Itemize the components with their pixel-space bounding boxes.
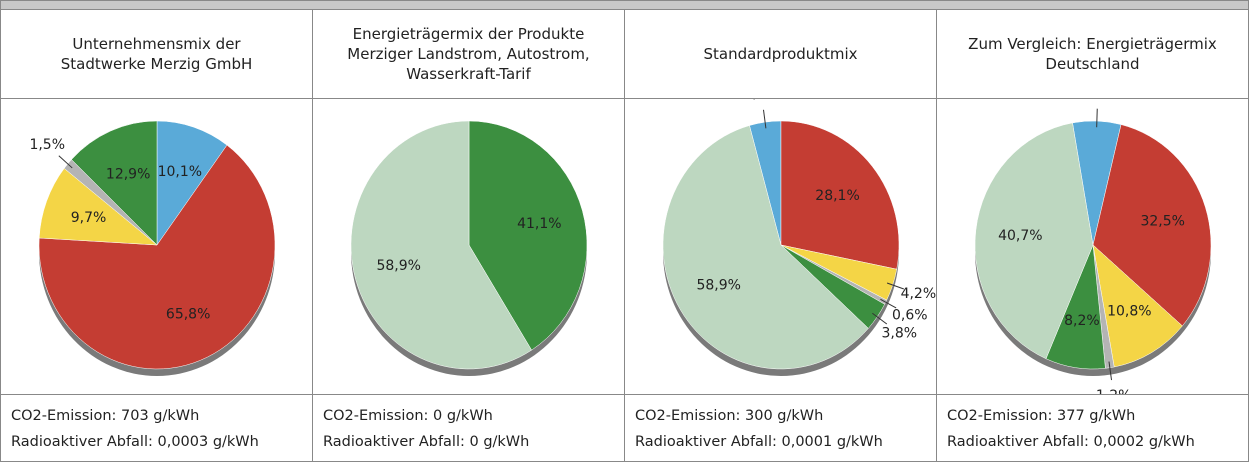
pie-cell: 6,6% 32,5% 10,8% 1,2% 8,2% 40,7% [937, 85, 1248, 404]
data-label: 4,3% [744, 99, 780, 102]
pie-slice [350, 120, 532, 370]
data-label: 4,2% [901, 286, 936, 302]
data-label: 58,9% [376, 258, 420, 274]
data-label: 65,8% [166, 307, 210, 323]
pie-slice [780, 120, 900, 270]
data-label: 10,1% [158, 164, 202, 180]
table: Unternehmensmix der Stadtwerke Merzig Gm… [1, 10, 1248, 461]
column: Standardproduktmix4,3% 28,1% 4,2% 0,6% 3,8% 5… [624, 10, 936, 461]
data-label: 0,6% [892, 307, 928, 323]
data-label: 9,7% [71, 210, 107, 226]
pie-cell: 41,1% 58,9% [313, 99, 624, 395]
pie-slice [38, 168, 158, 246]
data-label: 40,7% [998, 228, 1042, 244]
data-label: 12,9% [106, 166, 150, 182]
pie-chart: 4,3% 28,1% 4,2% 0,6% 3,8% 58,9% [662, 86, 936, 376]
pie-slice [468, 120, 588, 351]
footer: CO2-Emission: 0 g/kWh Radioaktiver Abfall… [313, 395, 624, 461]
column: Energieträgermix der Produkte Merziger L… [312, 10, 624, 461]
data-label: 1,2% [1096, 388, 1132, 394]
pie-chart: 6,6% 32,5% 10,8% 1,2% 8,2% 40,7% [974, 85, 1212, 404]
pie-slice [1092, 124, 1212, 327]
chart-title: Energieträgermix der Produkte Merziger L… [313, 10, 624, 99]
data-label: 1,5% [29, 137, 65, 153]
annotation: CO2-Emission: 0 g/kWh [323, 408, 493, 424]
pie-cell: 4,3% 28,1% 4,2% 0,6% 3,8% 58,9% [625, 86, 936, 395]
data-label: 58,9% [696, 277, 740, 293]
annotation: CO2-Emission: 300 g/kWh [635, 408, 824, 424]
annotation: Radioaktiver Abfall: 0,0003 g/kWh [11, 434, 259, 450]
data-label: 8,2% [1064, 313, 1100, 329]
data-label: 6,6% [1080, 99, 1116, 101]
pie-chart: 41,1% 58,9% [350, 120, 588, 376]
leader-line [886, 282, 905, 290]
annotation: Radioaktiver Abfall: 0,0002 g/kWh [947, 434, 1195, 450]
pie-slice [38, 144, 276, 370]
pie-chart: 10,1% 65,8% 9,7% 1,5% 12,9% [29, 120, 276, 376]
leader-line [58, 155, 73, 169]
annotation: CO2-Emission: 703 g/kWh [11, 408, 200, 424]
footer: CO2-Emission: 703 g/kWh Radioaktiver Abfa… [1, 395, 312, 461]
annotation: Radioaktiver Abfall: 0,0001 g/kWh [635, 434, 883, 450]
leader-line [1096, 108, 1098, 128]
pie-slice [1092, 244, 1183, 368]
pie-slice [156, 120, 228, 246]
pie-slice [71, 120, 158, 246]
data-label: 32,5% [1140, 214, 1184, 230]
data-label: 28,1% [815, 188, 859, 204]
data-label: 10,8% [1107, 304, 1151, 320]
leader-line [762, 109, 767, 129]
leader-line [880, 298, 897, 309]
leader-line [1108, 361, 1113, 381]
data-label: 41,1% [517, 216, 561, 232]
pie-slice [974, 122, 1094, 360]
footer: CO2-Emission: 300 g/kWh Radioaktiver Abfa… [625, 395, 936, 461]
pie-slice [662, 125, 869, 370]
footer: CO2-Emission: 377 g/kWh Radioaktiver Abfa… [937, 395, 1248, 461]
data-label: 3,8% [882, 325, 918, 341]
pie-cell: 10,1% 65,8% 9,7% 1,5% 12,9% [1, 99, 312, 395]
column: Unternehmensmix der Stadtwerke Merzig Gm… [1, 10, 312, 461]
annotation: Radioaktiver Abfall: 0 g/kWh [323, 434, 530, 450]
chart-title: Standardproduktmix [625, 10, 936, 99]
chart-title: Zum Vergleich: Energieträgermix Deutschl… [937, 10, 1248, 99]
chart-title: Unternehmensmix der Stadtwerke Merzig Gm… [1, 10, 312, 99]
annotation: CO2-Emission: 377 g/kWh [947, 408, 1136, 424]
leader-line [872, 312, 888, 325]
top-band [1, 1, 1248, 10]
column: Zum Vergleich: Energieträgermix Deutschl… [936, 10, 1248, 461]
